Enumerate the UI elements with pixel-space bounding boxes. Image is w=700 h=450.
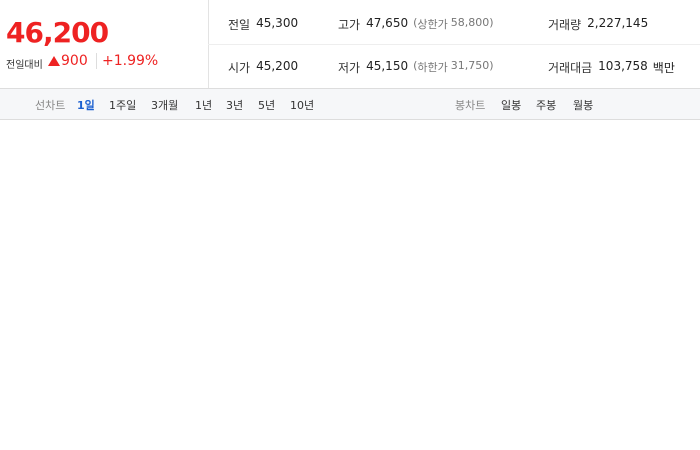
note-value: 31,750	[450, 59, 490, 72]
price: 46,200	[6, 16, 109, 49]
change: 900	[61, 53, 88, 69]
tab[interactable]: 10년	[290, 99, 315, 112]
up-icon: 43,61544,67445,73346,79147,850거래량09/1209…	[48, 56, 60, 66]
tab[interactable]: 일봉	[501, 99, 522, 112]
tab[interactable]: 3년	[226, 99, 244, 112]
field-label: 거래대금	[548, 61, 593, 75]
price-box: 46,200 전일대비 43,61544,67445,73346,79147,8…	[0, 0, 209, 88]
note-paren: (	[413, 59, 418, 72]
tab[interactable]: 1주일	[109, 99, 137, 112]
note-label: 상한가	[417, 18, 448, 31]
field-value: 45,150	[366, 59, 409, 73]
field-value: 103,758	[598, 59, 648, 73]
tab[interactable]: 주봉	[536, 99, 557, 112]
field-label: 시가	[228, 61, 251, 75]
note-label: 하한가	[417, 61, 448, 74]
note-paren: (	[413, 16, 418, 29]
tab[interactable]: 1일	[77, 99, 95, 112]
field-label: 거래량	[548, 18, 582, 32]
field-value: 45,200	[256, 59, 299, 73]
tab[interactable]: 1년	[195, 99, 213, 112]
tab-bar	[0, 88, 700, 120]
note-value: 58,800	[450, 16, 490, 29]
field-value: 47,650	[366, 16, 409, 30]
field-value: 45,300	[256, 16, 299, 30]
chart	[0, 118, 700, 450]
tab-group-label: 봉차트	[455, 99, 486, 112]
tab[interactable]: 월봉	[573, 99, 594, 112]
change-label: 전일대비	[6, 60, 43, 71]
field-value: 2,227,145	[587, 16, 649, 30]
field-label: 전일	[228, 18, 251, 32]
change-pct: +1.99%	[96, 53, 158, 69]
note-paren: )	[489, 59, 494, 72]
tab[interactable]: 5년	[258, 99, 276, 112]
note-paren: )	[489, 16, 494, 29]
tab-group-label: 선차트	[35, 99, 66, 112]
field-label: 고가	[338, 18, 361, 32]
field-label: 저가	[338, 61, 361, 75]
row-divider	[208, 44, 700, 45]
field-unit: 백만	[652, 61, 675, 75]
tab[interactable]: 3개월	[151, 99, 179, 112]
